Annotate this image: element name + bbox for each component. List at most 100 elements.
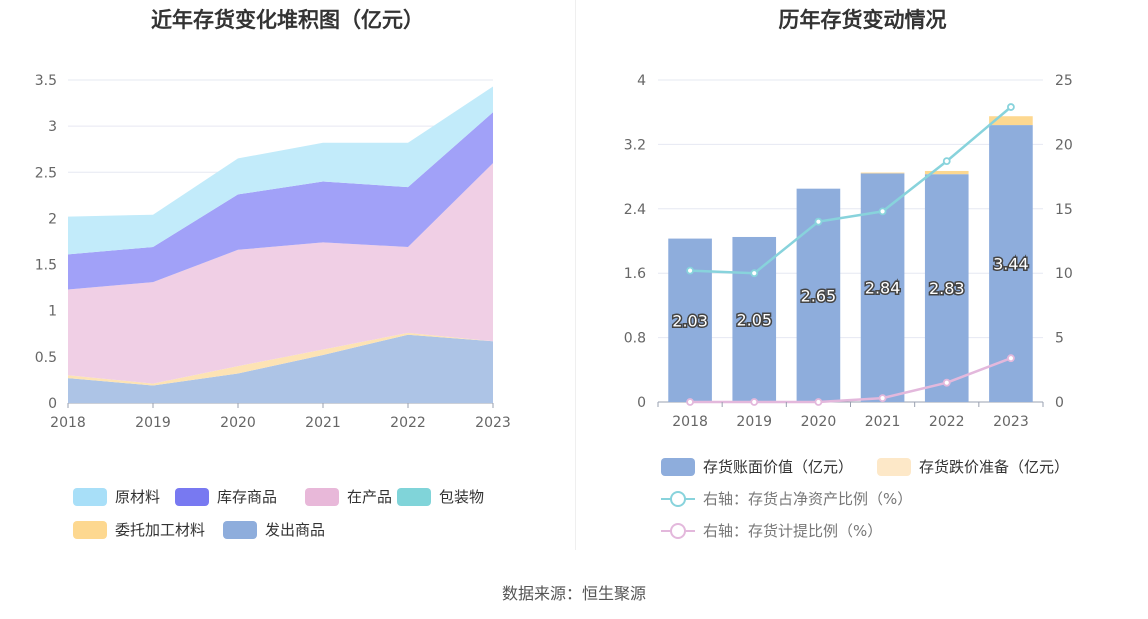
x-tick-label: 2021 [865,414,901,430]
x-tick-label: 2018 [672,414,708,430]
line-point [750,269,759,278]
legend-item[interactable]: 右轴：存货计提比例（%） [661,520,882,541]
x-tick-label: 2019 [736,414,772,430]
bar-book-value [668,238,712,402]
y2-tick-label: 10 [1055,266,1073,282]
y-tick-label: 2.5 [35,165,57,181]
line-point [814,398,823,406]
legend-swatch [175,487,209,506]
legend-label: 库存商品 [217,488,278,506]
right-chart-title: 历年存货变动情况 [778,8,947,32]
legend-label: 右轴：存货计提比例（%） [703,522,883,540]
legend-swatch [661,457,695,476]
area-series-发出商品 [68,334,493,403]
line-point [942,378,951,387]
line-point [878,207,887,216]
legend-item[interactable]: 包装物 [397,486,484,507]
legend-label: 在产品 [347,488,393,506]
y2-tick-label: 20 [1055,137,1073,153]
area-series-委托加工材料 [68,332,493,386]
line-point [1007,354,1015,363]
legend-label: 存货账面价值（亿元） [703,458,854,476]
legend-marker [670,490,686,507]
line-point [878,394,887,403]
legend-item[interactable]: 存货跌价准备（亿元） [877,456,1069,477]
legend-item[interactable]: 库存商品 [175,486,277,507]
line-point [814,217,823,226]
bar-impairment [989,116,1033,126]
bar-impairment [860,172,905,174]
bar-value-label: 2.83 [929,279,965,298]
line-point [1007,103,1015,111]
bar-book-value [924,174,969,402]
legend-swatch [73,520,107,539]
left-chart-title: 近年存货变化堆积图（亿元） [151,8,424,32]
line-point [686,398,694,406]
line-series-右轴：存货计提比例（%） [690,357,1012,404]
y-tick-label: 4 [637,73,646,89]
x-tick-label: 2020 [220,415,256,431]
legend-swatch [223,520,257,539]
x-tick-label: 2022 [390,415,426,431]
legend-swatch [73,487,107,506]
stacked-area-panel: 近年存货变化堆积图（亿元） 0 0.5 1 1.5 2 2.5 3 3.5 2018 2019 20… [0,0,575,560]
legend-label: 发出商品 [265,521,326,539]
legend-item[interactable]: 右轴：存货占净资产比例（%） [661,488,912,509]
area-series-在产品 [68,163,493,384]
bar-value-label: 2.84 [865,279,901,298]
y-tick-label: 0.8 [624,331,646,347]
legend-label: 委托加工材料 [115,521,206,539]
legend-item[interactable]: 存货账面价值（亿元） [661,456,853,477]
x-tick-label: 2022 [929,414,965,430]
y2-tick-label: 25 [1055,73,1073,89]
line-series-右轴：存货占净资产比例（%） [690,106,1012,275]
legend-item[interactable]: 在产品 [305,486,392,507]
legend-label: 原材料 [115,488,161,506]
legend-swatch [661,522,695,540]
legend-swatch [397,487,431,506]
legend-swatch [661,490,695,508]
bar-value-label: 2.03 [672,311,708,330]
x-tick-label: 2021 [305,415,341,431]
y-tick-label: 1.6 [624,266,646,282]
stacked-area-chart: 0 0.5 1 1.5 2 2.5 3 3.5 2018 2019 2020 2021 2022 2023 [35,73,511,431]
y-tick-label: 3.5 [35,73,57,89]
line-point [942,157,951,166]
legend-item[interactable]: 委托加工材料 [73,519,205,540]
bar-value-label: 3.44 [993,255,1029,274]
x-tick-label: 2020 [801,414,837,430]
area-series-库存商品 [68,112,493,290]
bar-value-label: 2.65 [801,286,837,305]
x-tick-label: 2023 [993,414,1029,430]
legend-label: 包装物 [439,488,485,506]
x-tick-label: 2019 [135,415,171,431]
y2-tick-label: 15 [1055,202,1073,218]
bar-impairment [924,170,969,175]
legend-label: 右轴：存货占净资产比例（%） [703,490,913,508]
panel-divider [575,0,576,550]
left-legend: 原材料 库存商品 在产品 包装物委托加工材料 发出商品 [0,0,575,560]
legend-label: 存货跌价准备（亿元） [919,458,1070,476]
legend-item[interactable]: 原材料 [73,486,160,507]
bar-line-panel: 历年存货变动情况 0 0.8 1.6 2.4 3.2 4 0 5 10 15 20 25 2.03 2.0… [577,0,1148,560]
data-source: 数据来源：恒生聚源 [501,584,646,603]
y-tick-label: 0 [48,396,57,412]
legend-swatch [305,487,339,506]
bar-book-value [732,236,777,402]
legend-item[interactable]: 发出商品 [223,519,325,540]
y2-tick-label: 5 [1055,331,1064,347]
bar-line-chart: 0 0.8 1.6 2.4 3.2 4 0 5 10 15 20 25 2.03 2.05 2.65 2.84… [624,73,1073,430]
x-tick-label: 2023 [475,415,511,431]
y-tick-label: 0 [637,395,646,411]
y-tick-label: 1 [48,304,57,320]
line-point [750,398,759,406]
x-tick-label: 2018 [50,415,86,431]
y2-tick-label: 0 [1055,395,1064,411]
y-tick-label: 0.5 [35,350,57,366]
y-tick-label: 2.4 [624,202,646,218]
bar-value-label: 2.05 [736,310,772,329]
line-point [686,266,694,275]
y-tick-label: 1.5 [35,258,57,274]
y-tick-label: 2 [48,211,57,227]
y-tick-label: 3 [48,119,57,135]
